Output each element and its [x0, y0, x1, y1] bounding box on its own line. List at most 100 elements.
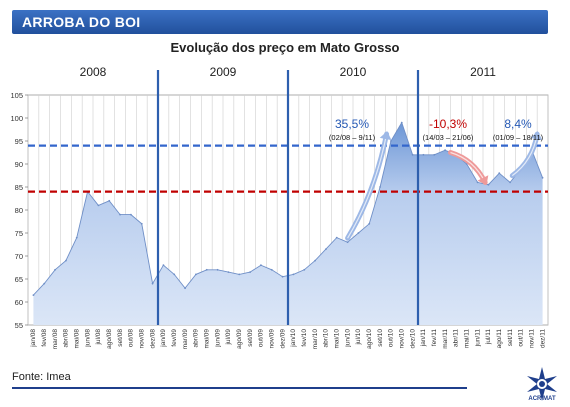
x-tick-label: set/08 [117, 329, 124, 347]
x-tick-label: dez/10 [409, 329, 416, 349]
x-tick-label: mai/09 [203, 329, 210, 349]
chart-title: Evolução dos preço em Mato Grosso [170, 40, 400, 55]
data-point [216, 268, 219, 271]
x-tick-label: ago/08 [106, 329, 113, 349]
x-tick-label: set/10 [377, 329, 384, 347]
x-tick-label: jun/11 [474, 329, 481, 348]
x-tick-label: jul/08 [95, 329, 102, 346]
x-tick-label: fev/09 [171, 329, 178, 347]
footer-divider [12, 387, 467, 389]
data-point [444, 149, 446, 152]
annotation-period: (14/03 – 21/06) [423, 133, 474, 142]
x-tick-label: jun/10 [344, 329, 351, 348]
data-point [249, 271, 251, 273]
data-point [162, 264, 165, 267]
data-point [346, 241, 349, 244]
data-point [281, 275, 284, 278]
data-point [357, 232, 360, 234]
data-point [130, 213, 132, 216]
x-tick-label: dez/09 [279, 329, 286, 349]
x-tick-label: jul/09 [225, 329, 232, 346]
data-point [260, 264, 262, 267]
x-tick-label: mai/10 [333, 329, 340, 349]
data-point [270, 268, 273, 271]
source-note: Fonte: Imea [12, 371, 71, 383]
x-tick-label: jun/09 [214, 329, 221, 348]
data-point [335, 236, 338, 239]
data-point [32, 294, 35, 296]
x-tick-label: mar/10 [312, 329, 319, 350]
data-point [97, 204, 100, 207]
x-tick-label: out/10 [388, 329, 395, 347]
x-tick-label: nov/11 [528, 329, 535, 348]
data-point [205, 268, 208, 271]
x-tick-label: fev/11 [431, 329, 438, 347]
y-tick-label: 60 [15, 298, 23, 307]
x-tick-label: fev/10 [301, 329, 308, 347]
x-tick-label: mai/08 [73, 329, 80, 349]
x-tick-label: nov/10 [398, 329, 405, 349]
x-tick-label: set/09 [247, 329, 254, 347]
year-label: 2009 [210, 65, 237, 79]
x-tick-label: jan/08 [30, 329, 37, 348]
data-point [303, 268, 306, 271]
data-point [140, 222, 143, 225]
y-tick-label: 65 [15, 275, 23, 284]
y-tick-label: 90 [15, 160, 23, 169]
x-tick-label: out/11 [518, 329, 525, 347]
y-tick-label: 85 [15, 183, 23, 192]
data-point [227, 271, 230, 273]
data-point [151, 282, 154, 285]
data-point [390, 140, 392, 142]
x-tick-label: fev/08 [41, 329, 48, 347]
year-label: 2008 [80, 65, 107, 79]
x-tick-label: dez/11 [539, 329, 546, 348]
y-tick-label: 55 [15, 321, 23, 330]
data-point [433, 153, 436, 156]
data-point [368, 222, 371, 225]
data-point [43, 282, 46, 285]
data-point [422, 153, 425, 156]
year-label: 2011 [470, 65, 496, 79]
x-tick-label: dez/08 [149, 329, 156, 349]
x-tick-label: jul/11 [485, 329, 492, 345]
x-tick-label: nov/08 [138, 329, 145, 349]
x-tick-label: jun/08 [84, 329, 91, 348]
x-tick-label: abr/09 [193, 329, 200, 348]
data-point [325, 248, 327, 251]
data-point [541, 176, 544, 179]
y-tick-label: 105 [10, 91, 23, 100]
x-tick-label: out/09 [258, 329, 265, 347]
trend-arrow-highlight [347, 133, 388, 239]
x-tick-label: mar/11 [442, 329, 449, 349]
x-tick-label: mar/09 [182, 329, 189, 350]
data-point [379, 186, 381, 188]
y-tick-label: 70 [15, 252, 23, 261]
data-point [238, 273, 241, 276]
header-bar: ARROBA DO BOI [12, 10, 548, 34]
annotation-period: (02/08 – 9/11) [329, 133, 376, 142]
page-title: ARROBA DO BOI [22, 14, 141, 30]
x-tick-label: out/08 [128, 329, 135, 347]
data-point [119, 213, 121, 216]
x-tick-label: jan/09 [160, 329, 167, 348]
annotation-percent: 8,4% [504, 117, 532, 131]
data-point [173, 273, 176, 276]
x-tick-label: abr/08 [63, 329, 70, 348]
annotation-percent: -10,3% [429, 117, 467, 131]
data-point [75, 236, 78, 239]
x-tick-label: mar/08 [52, 329, 59, 350]
annotation-period: (01/09 – 18/11) [493, 133, 544, 142]
acrimat-logo-icon [527, 367, 557, 401]
x-tick-label: set/11 [507, 329, 514, 347]
y-tick-label: 80 [15, 206, 23, 215]
trend-arrow-head [477, 175, 489, 186]
annotation-percent: 35,5% [335, 117, 369, 131]
data-point [498, 172, 501, 175]
y-tick-label: 100 [10, 114, 23, 123]
data-point [314, 259, 316, 262]
x-tick-label: mai/11 [463, 329, 470, 348]
data-point [54, 268, 56, 271]
data-point [400, 121, 403, 124]
